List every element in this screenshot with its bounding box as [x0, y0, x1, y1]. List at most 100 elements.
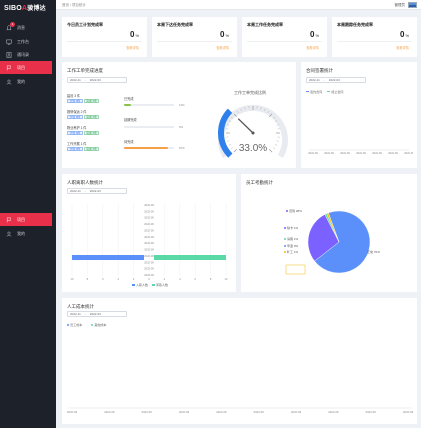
legend-swatch: [306, 91, 309, 93]
stat-title: 今日员工计划完成率: [67, 22, 103, 27]
sidebar-item-label: 项目: [17, 216, 25, 222]
x-tick-label: 2022-09: [388, 151, 398, 155]
task-row-tags: 计划 0件 完成 0件: [67, 114, 100, 119]
x-tick-label: 2022-09: [104, 410, 115, 414]
sidebar-bottom-item-project[interactable]: 项目: [0, 213, 52, 226]
sidebar-item-mine[interactable]: 我的: [0, 75, 52, 88]
x-axis-labels: 2022-09 2022-09 2022-09 2022-09 2022-09 2022-…: [67, 410, 414, 414]
sidebar: SIBOA骏博达 1 消息 工作台 通讯录 项目 我的 项目 我的: [0, 0, 56, 428]
gauge-tick: [276, 124, 279, 126]
progress-percent: 0%: [179, 125, 184, 129]
pie-slice: [314, 210, 371, 274]
progress-bar-completed: [124, 104, 174, 106]
date-range-picker[interactable]: 2022-11-2022-03: [67, 188, 127, 194]
x-tick-label: 6: [194, 277, 196, 281]
stat-value: 0%: [309, 30, 319, 39]
sidebar-item-project[interactable]: 项目: [0, 61, 52, 74]
chart-legend: 员工成本 其他成本: [67, 322, 106, 327]
legend-label: 离职人数: [156, 282, 168, 287]
gauge-hub: [251, 131, 255, 135]
x-tick-label: 6: [102, 277, 104, 281]
gauge-tick: [227, 124, 230, 126]
sidebar-bottom-item-mine[interactable]: 我的: [0, 227, 52, 240]
gauge-tick: [269, 149, 273, 153]
task-row-tags: 计划 0件 完成 0件: [67, 98, 100, 103]
stat-title: 本周跟踪任务完成率: [337, 22, 373, 27]
task-row-label: 报修保运 2 件: [67, 110, 87, 114]
labor-cost-chart: 2022-09 2022-09 2022-09 2022-09 2022-09 2022-…: [67, 407, 414, 414]
stat-value: 0%: [399, 30, 409, 39]
plan-tag: 计划 0件: [67, 131, 83, 135]
y-tick-label: 2022-09: [144, 273, 154, 277]
view-details-link[interactable]: 查看详情: [306, 46, 319, 50]
x-tick-label: 2022-09: [372, 151, 382, 155]
y-tick-label: 2022-09: [144, 235, 154, 239]
pie-label-3: 请假 1%: [284, 236, 299, 241]
pie-label-dot: [284, 238, 286, 240]
pie-label-5: 旷工 1%: [284, 249, 299, 254]
x-tick-label: 4: [117, 277, 119, 281]
x-tick-label: 4: [179, 277, 181, 281]
view-details-link[interactable]: 查看详情: [216, 46, 229, 50]
work-task-card: 工作工单完成进度 2022-11-2022-03 建设 3 件 计划 0件 完成 …: [62, 62, 296, 168]
sidebar-item-contacts[interactable]: 通讯录: [0, 48, 52, 61]
pie-label: 正常 70%: [367, 249, 380, 254]
pie-label: 缺卡 1%: [287, 225, 299, 230]
sidebar-item-messages[interactable]: 1 消息: [0, 21, 52, 34]
date-range-picker[interactable]: 2022-11-2022-03: [67, 77, 127, 83]
entry-exit-card: 人职离职人数统计 2022-11-2022-03 2022-09 2022-09 2…: [62, 174, 236, 292]
entry-bar: [72, 255, 144, 260]
pie-slices: [307, 210, 371, 274]
exam-pie-chart: 迟到 28% 缺卡 1% 请假 1% 早退 0% 旷工 1% 正常 70%: [284, 208, 380, 275]
sidebar-item-workbench[interactable]: 工作台: [0, 35, 52, 48]
progress-percent: 13%: [179, 103, 185, 107]
x-tick-label: 2022-09: [254, 410, 265, 414]
y-tick-label: 2022-09: [144, 248, 154, 252]
language-flag-icon[interactable]: [408, 2, 417, 8]
x-tick-label: 2022-09: [403, 410, 414, 414]
plan-tag: 计划 0件: [67, 115, 83, 119]
gauge-tick: [236, 111, 239, 113]
stat-divider: [67, 41, 142, 42]
y-tick-label: 2022-09: [144, 216, 154, 220]
task-row-tags: 计划 0件 完成 0件: [67, 146, 100, 151]
card-title: 人职离职人数统计: [67, 180, 103, 185]
contract-card: 合同签署统计 2022-11-2022-03 签约合同 终止合同 2022-09…: [301, 62, 417, 168]
legend-swatch: [91, 323, 94, 326]
pie-label-6: 正常 70%: [364, 249, 380, 254]
legend-label: 入职人数: [136, 282, 148, 287]
date-range-picker[interactable]: 2022-11-2022-03: [306, 77, 366, 83]
y-axis-labels: 2022-09 2022-09 2022-09 2022-09 2022-09 2022-…: [144, 203, 154, 277]
task-row-label: 物业养护 1 件: [67, 126, 87, 130]
completion-gauge: 33.0%: [218, 104, 288, 158]
gauge-tick: [228, 144, 231, 146]
date-range-picker[interactable]: 2022-11-2022-03: [67, 311, 127, 317]
gauge-tick: [260, 107, 262, 110]
chart-legend: 入职人数 离职人数: [132, 282, 168, 287]
gauge-tick: [273, 116, 275, 119]
x-tick-label: 2022-09: [142, 410, 153, 414]
card-title: 员工考勤统计: [246, 180, 273, 185]
gauge-tick: [240, 108, 242, 111]
view-details-link[interactable]: 查看详情: [126, 46, 139, 50]
stat-title: 本周工作任务完成率: [247, 22, 283, 27]
stat-divider: [337, 41, 412, 42]
view-details-link[interactable]: 查看详情: [396, 46, 409, 50]
contract-chart: 2022-09 2022-09 2022-09 2022-09 2022-09 2022-…: [308, 149, 413, 155]
legend-swatch: [132, 284, 135, 286]
breadcrumb: 首页 / 项目统计: [62, 3, 86, 7]
done-tag: 完成 0件: [83, 147, 100, 151]
y-tick-label: 2022-09: [144, 222, 154, 226]
sidebar-item-label: 我的: [17, 78, 25, 84]
user-name[interactable]: 管理员: [394, 3, 406, 7]
user-icon: [6, 231, 12, 237]
gauge-needle: [237, 118, 254, 134]
pie-label-2: 缺卡 1%: [284, 225, 299, 230]
gauge-tick: [227, 140, 230, 142]
y-tick-label: 2022-09: [144, 254, 154, 258]
x-tick-label: 2022-09: [404, 151, 413, 155]
pie-label-1: 迟到 28%: [286, 208, 302, 213]
user-icon: [6, 79, 12, 85]
pie-label-4: 早退 0%: [284, 243, 299, 248]
stat-card-weekly-work: 本周工作任务完成率 0% 查看详情: [242, 17, 327, 57]
